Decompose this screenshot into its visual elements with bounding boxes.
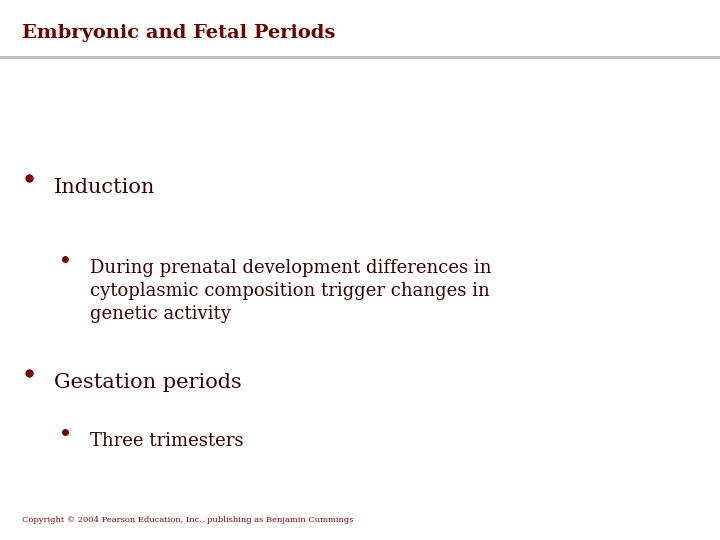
Text: Gestation periods: Gestation periods [54,373,242,392]
Text: Induction: Induction [54,178,156,197]
Text: During prenatal development differences in
cytoplasmic composition trigger chang: During prenatal development differences … [90,259,492,323]
Text: Embryonic and Fetal Periods: Embryonic and Fetal Periods [22,24,335,42]
Text: Copyright © 2004 Pearson Education, Inc., publishing as Benjamin Cummings: Copyright © 2004 Pearson Education, Inc.… [22,516,353,524]
Text: Three trimesters: Three trimesters [90,432,243,450]
